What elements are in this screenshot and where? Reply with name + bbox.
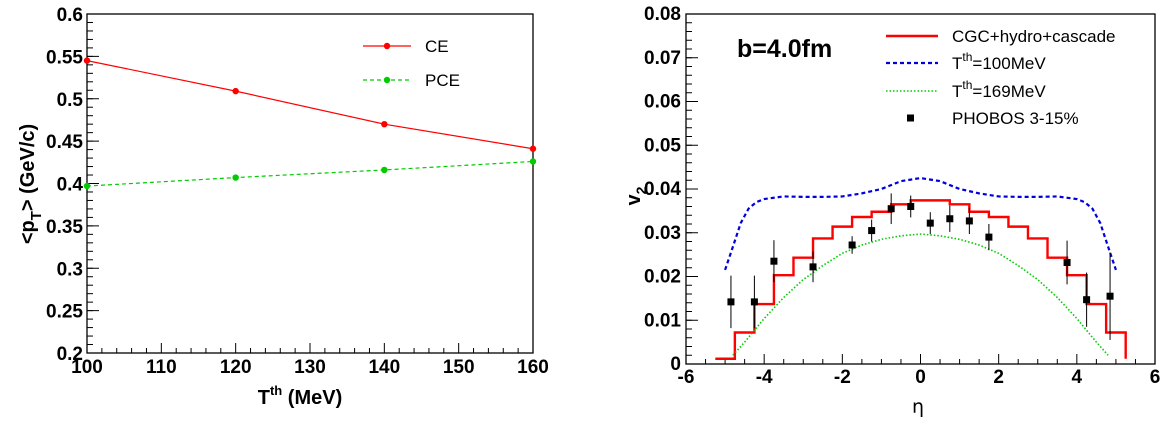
right-x-tick-label: 6 xyxy=(1150,367,1161,388)
left-y-tick-label: 0.2 xyxy=(57,344,83,365)
left-series-point-pce xyxy=(232,174,239,181)
right-series-step-cgc xyxy=(715,199,1127,360)
right-y-tick-label: 0.02 xyxy=(644,267,681,288)
left-legend-marker-ce xyxy=(383,42,391,50)
left-series-point-pce xyxy=(529,158,537,165)
left-series xyxy=(83,57,537,190)
left-y-tick-label: 0.6 xyxy=(57,5,83,26)
right-y-tick-label: 0.03 xyxy=(644,223,681,244)
right-plot-frame xyxy=(685,13,1156,365)
right-phobos-point xyxy=(887,205,895,213)
left-x-axis-label: Tth (MeV) xyxy=(258,383,343,409)
left-x-tick-label: 100 xyxy=(71,357,103,378)
left-y-tick-label: 0.45 xyxy=(46,132,83,153)
right-phobos-point xyxy=(926,219,934,227)
right-x-tick-label: 4 xyxy=(1072,367,1083,388)
right-legend-label-3: PHOBOS 3-15% xyxy=(952,109,1079,128)
left-legend-marker-pce xyxy=(383,76,391,84)
right-legend-label-2: Tth=169MeV xyxy=(952,78,1046,101)
left-series-point-ce xyxy=(529,145,537,152)
right-x-axis-label: η xyxy=(912,396,924,418)
right-y-tick-label: 0.01 xyxy=(644,310,681,331)
right-x-tick-label: -4 xyxy=(756,367,773,388)
right-x-tick-label: 2 xyxy=(993,367,1004,388)
right-phobos-point xyxy=(985,233,993,241)
right-phobos-point xyxy=(946,215,954,223)
left-x-tick-label: 110 xyxy=(146,357,177,378)
left-y-tick-label: 0.25 xyxy=(46,302,83,323)
left-x-tick-label: 150 xyxy=(443,357,475,378)
right-series-line-100mev xyxy=(724,176,1117,271)
left-legend-label-pce: PCE xyxy=(425,71,460,90)
right-phobos-point xyxy=(848,241,856,249)
left-series-line-pce xyxy=(86,160,534,187)
left-legend: CE PCE xyxy=(363,37,460,90)
left-chart: 100 110 120 130 140 150 160 0.2 0.25 0.3 0.35 0.4 0.… xyxy=(17,5,549,409)
left-y-axis-label: <pT> (GeV/c) xyxy=(17,124,45,244)
right-y-tick-label: 0 xyxy=(670,354,681,375)
left-x-tick-label: 130 xyxy=(294,357,326,378)
left-series-point-pce xyxy=(83,182,91,190)
left-series-point-ce xyxy=(381,120,388,128)
right-phobos-point xyxy=(965,217,973,225)
right-x-tick-label: -2 xyxy=(834,367,851,388)
right-y-tick-label: 0.05 xyxy=(644,135,681,156)
left-y-tick-label: 0.55 xyxy=(46,47,83,68)
left-plot-frame xyxy=(86,13,534,354)
right-legend: CGC+hydro+cascade Tth=100MeV Tth=169MeV PHO… xyxy=(886,27,1115,128)
left-series-point-ce xyxy=(83,57,91,64)
right-series-line-169mev xyxy=(732,233,1109,356)
left-axis-ticks: 100 110 120 130 140 150 160 0.2 0.25 0.3 0.35 0.4 0.… xyxy=(46,5,549,378)
left-series-line-ce xyxy=(86,60,534,150)
right-phobos-point xyxy=(750,298,758,306)
right-phobos-point xyxy=(1063,259,1071,266)
right-phobos-point xyxy=(868,227,876,235)
right-x-tick-label: 0 xyxy=(915,367,926,388)
left-x-tick-label: 140 xyxy=(368,357,400,378)
right-legend-marker-phobos xyxy=(907,114,914,122)
right-y-tick-label: 0.04 xyxy=(644,179,681,200)
left-series-point-ce xyxy=(232,87,239,95)
right-phobos-point xyxy=(809,263,817,271)
right-y-tick-label: 0.08 xyxy=(644,4,681,25)
left-y-tick-label: 0.4 xyxy=(57,175,84,196)
right-series xyxy=(715,176,1127,360)
left-series-point-pce xyxy=(381,166,388,174)
right-y-tick-label: 0.07 xyxy=(644,48,681,69)
right-legend-label-1: Tth=100MeV xyxy=(952,50,1046,73)
left-x-tick-label: 160 xyxy=(517,357,549,378)
right-phobos-point xyxy=(770,257,778,265)
right-y-axis-label: v2 xyxy=(623,186,649,205)
right-phobos-point xyxy=(1083,296,1091,304)
left-x-tick-label: 120 xyxy=(220,357,252,378)
right-axis-ticks: -6 -4 -2 0 2 4 6 0 0.01 0.02 0.03 0.04 0.05 0.06 0.07 0… xyxy=(644,4,1160,388)
right-y-tick-label: 0.06 xyxy=(644,92,681,113)
left-y-tick-label: 0.5 xyxy=(57,90,84,111)
right-phobos-point xyxy=(907,203,915,210)
right-chart: -6 -4 -2 0 2 4 6 0 0.01 0.02 0.03 0.04 0.05 0.06 0.07 0… xyxy=(623,4,1160,418)
right-x-tick-label: -6 xyxy=(678,367,695,388)
right-annotation: b=4.0fm xyxy=(737,35,832,63)
left-legend-label-ce: CE xyxy=(425,37,449,56)
left-y-tick-label: 0.35 xyxy=(46,217,83,238)
right-phobos-point xyxy=(1106,292,1114,300)
right-legend-label-0: CGC+hydro+cascade xyxy=(952,27,1115,46)
right-phobos-point xyxy=(727,298,735,306)
left-y-tick-label: 0.3 xyxy=(57,259,83,280)
